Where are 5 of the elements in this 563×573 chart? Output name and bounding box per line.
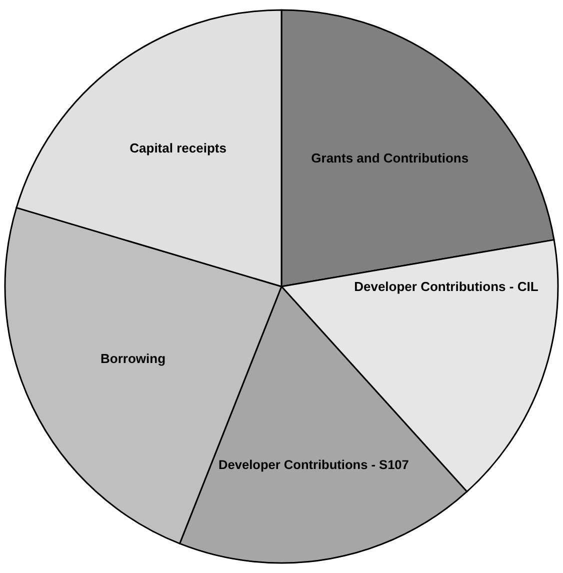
slice-label: Capital receipts [130,140,226,156]
slice-label: Grants and Contributions [311,150,469,166]
slice-label: Developer Contributions - CIL [354,279,538,294]
slice-label: Borrowing [100,351,166,366]
slice-label: Developer Contributions - S107 [218,457,409,472]
